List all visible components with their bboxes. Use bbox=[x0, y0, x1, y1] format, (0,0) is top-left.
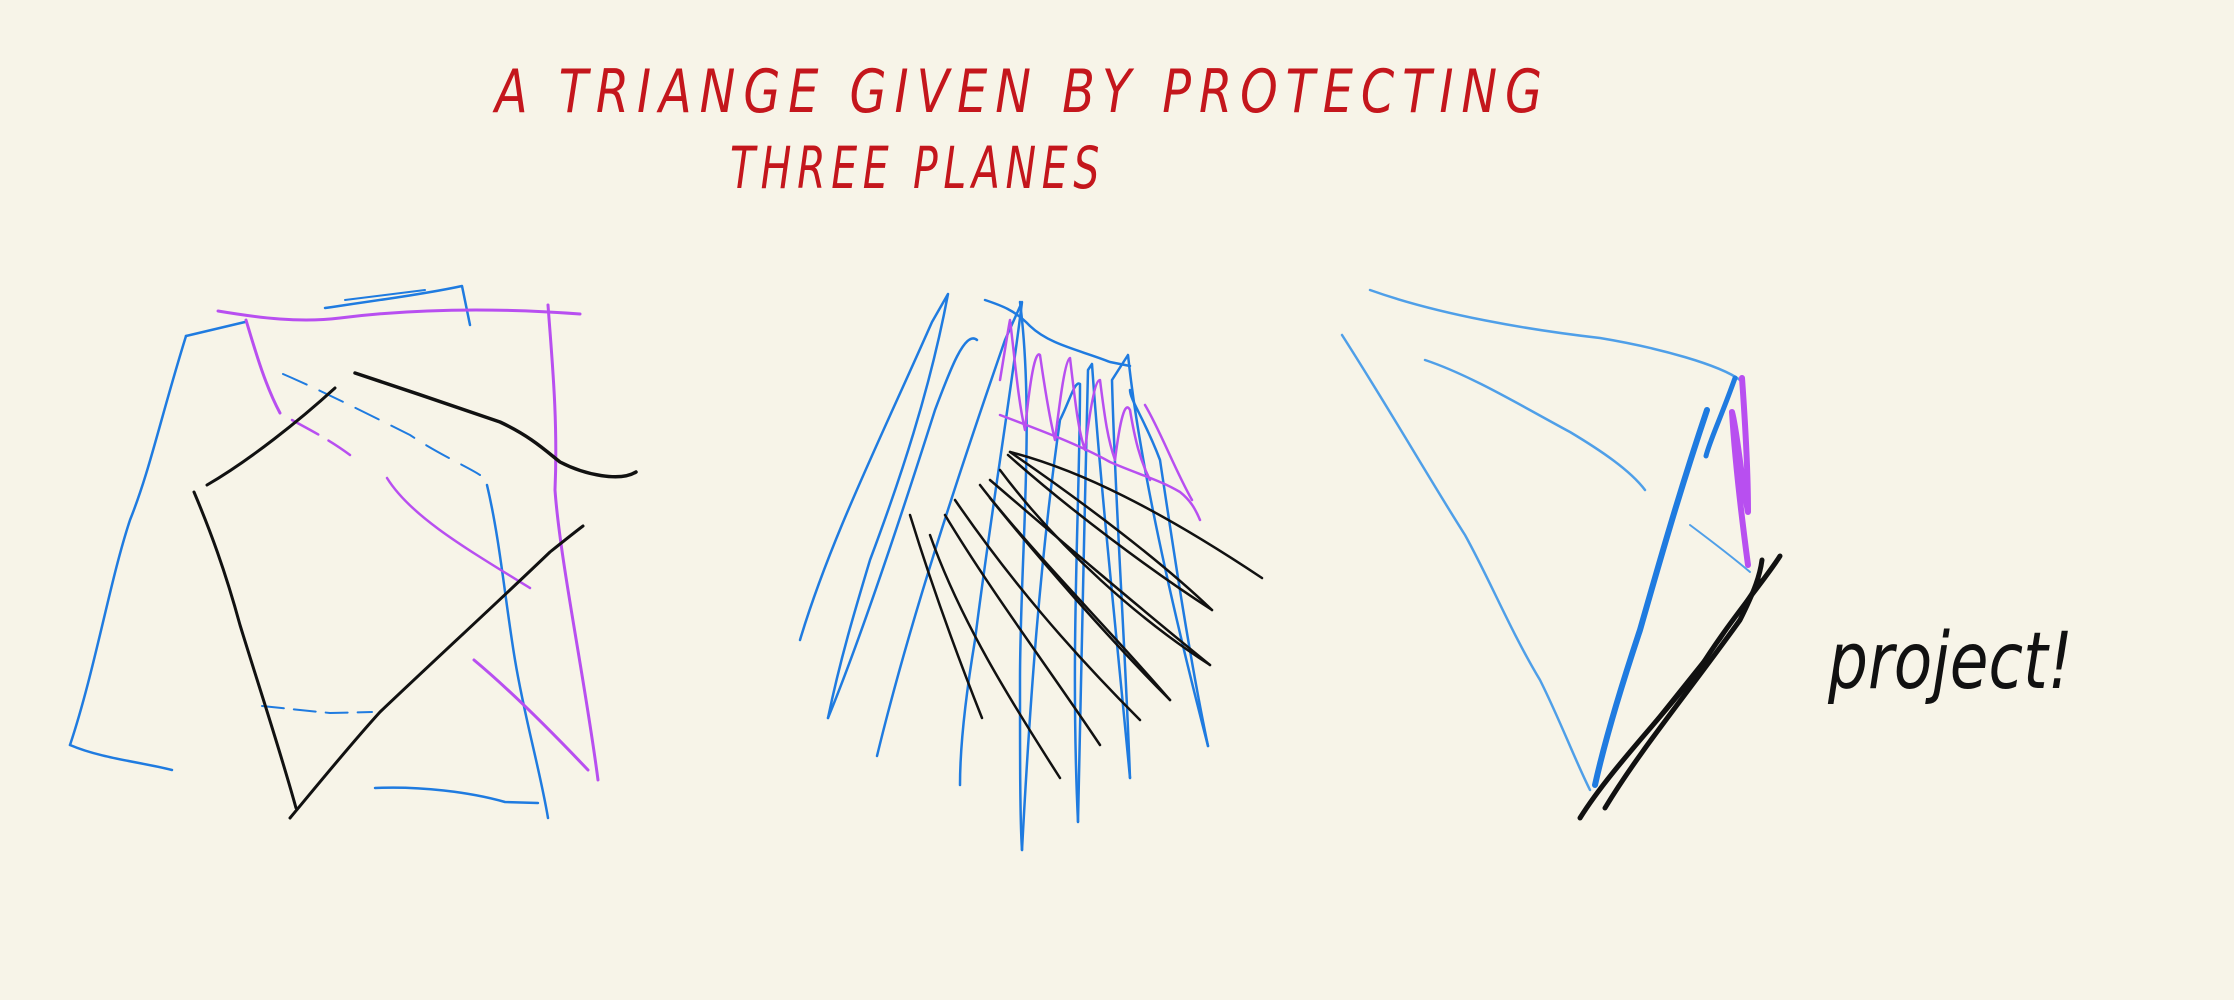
title-line-1: A TRIANGE GIVEN BY PROTECTING bbox=[492, 57, 1550, 127]
blue-plane-top-left bbox=[184, 320, 247, 338]
light-blue-plane-3 bbox=[1340, 333, 1592, 792]
black-thick-edge-3 bbox=[1598, 578, 1762, 792]
blue-plane-bottom-left bbox=[68, 743, 174, 772]
triangle-edge-right bbox=[288, 524, 585, 820]
sketch-right-projection bbox=[1340, 288, 1783, 821]
purple-plane-right bbox=[546, 303, 600, 782]
title: A TRIANGE GIVEN BY PROTECTING THREE PLAN… bbox=[492, 57, 1550, 202]
purple-thick-edge bbox=[1729, 375, 1751, 568]
blue-scribble bbox=[798, 292, 1210, 852]
blue-plane-top bbox=[323, 284, 472, 327]
black-scribble bbox=[908, 450, 1264, 780]
blue-plane-bottom bbox=[373, 786, 540, 805]
blue-dashed-inner bbox=[282, 373, 481, 476]
triangle-edge-top-right bbox=[353, 371, 638, 479]
blue-plane-right bbox=[485, 483, 550, 820]
light-blue-plane-4 bbox=[1689, 524, 1751, 573]
purple-plane-dashed bbox=[290, 418, 352, 457]
blue-thick-edge-2 bbox=[1703, 375, 1738, 459]
triangle-edge-left bbox=[192, 490, 298, 810]
blue-plane-top-2 bbox=[344, 289, 426, 301]
black-thick-edge-2 bbox=[1602, 557, 1765, 811]
purple-plane-top bbox=[216, 308, 582, 322]
sketch-middle-scribble bbox=[798, 292, 1264, 852]
blue-plane-left bbox=[68, 334, 188, 747]
purple-scribble bbox=[998, 318, 1202, 522]
light-blue-plane-2 bbox=[1423, 358, 1647, 492]
blue-dashed-lower bbox=[261, 705, 373, 714]
title-line-2: THREE PLANES bbox=[730, 134, 1105, 202]
triangle-edge-top bbox=[205, 386, 337, 487]
annotation-project: project! bbox=[1827, 617, 2073, 707]
sketch-left-planes-triangle bbox=[68, 284, 638, 820]
purple-plane-lower bbox=[472, 658, 590, 772]
purple-plane-left bbox=[244, 318, 282, 415]
blue-thick-edge bbox=[1592, 407, 1710, 788]
purple-plane-inner bbox=[385, 476, 532, 590]
light-blue-plane-1 bbox=[1368, 288, 1742, 382]
